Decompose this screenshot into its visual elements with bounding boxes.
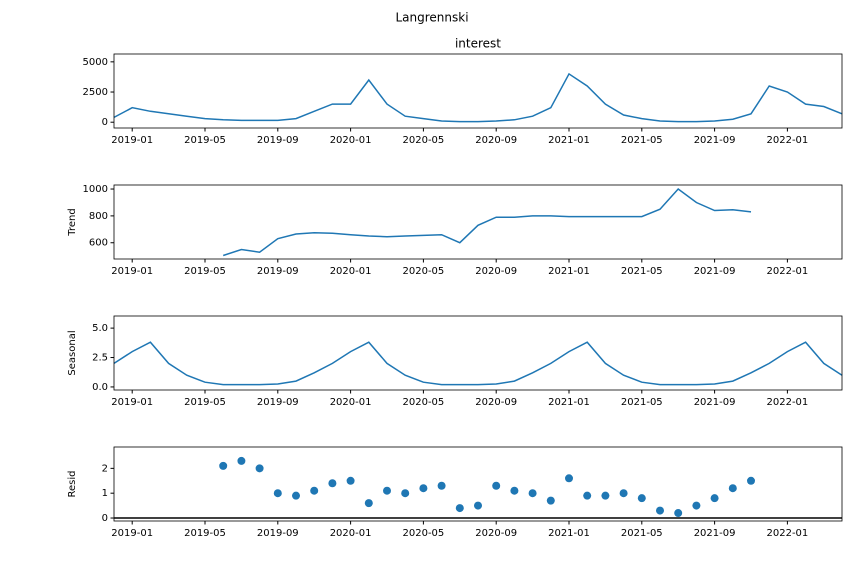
- y-tick-label: 2.5: [92, 353, 108, 364]
- resid-point: [219, 461, 228, 470]
- resid-point: [292, 491, 300, 500]
- x-tick-label: 2021-05: [621, 397, 663, 408]
- x-tick-label: 2020-09: [475, 266, 517, 277]
- x-tick-label: 2022-01: [767, 528, 809, 539]
- resid-point: [747, 476, 755, 485]
- x-tick-label: 2020-01: [330, 135, 372, 146]
- resid-point: [401, 489, 410, 498]
- x-tick-label: 2021-09: [694, 266, 736, 277]
- resid-point: [437, 481, 446, 490]
- resid-point: [728, 484, 737, 493]
- y-axis-label: Resid: [67, 471, 78, 498]
- y-tick-label: 1000: [83, 184, 108, 195]
- x-tick-label: 2020-09: [475, 528, 517, 539]
- resid-point: [692, 501, 701, 510]
- x-tick-label: 2020-01: [330, 266, 372, 277]
- y-tick-label: 0: [102, 513, 108, 524]
- y-tick-label: 2500: [83, 87, 108, 98]
- resid-point: [310, 486, 319, 495]
- axes-frame: [113, 184, 843, 260]
- resid-point: [619, 489, 628, 498]
- x-tick-label: 2020-05: [403, 528, 445, 539]
- y-tick-label: 0.0: [92, 382, 108, 393]
- x-tick-label: 2021-09: [694, 397, 736, 408]
- x-tick-label: 2019-05: [184, 397, 226, 408]
- series-line: [113, 72, 843, 123]
- axes-frame: [113, 446, 843, 522]
- x-tick-label: 2021-05: [621, 135, 663, 146]
- y-tick-label: 5.0: [92, 323, 108, 334]
- resid-point: [237, 456, 246, 465]
- x-tick-label: 2019-01: [111, 528, 153, 539]
- x-tick-label: 2019-01: [111, 266, 153, 277]
- y-tick-label: 2: [102, 463, 108, 474]
- resid-point: [346, 476, 355, 485]
- x-tick-label: 2019-01: [111, 135, 153, 146]
- axes-frame: [113, 53, 843, 129]
- x-tick-label: 2020-01: [330, 528, 372, 539]
- resid-point: [455, 504, 464, 513]
- resid-point: [528, 489, 537, 498]
- x-tick-label: 2020-05: [403, 266, 445, 277]
- y-tick-label: 0: [102, 117, 108, 128]
- y-tick-label: 600: [89, 238, 108, 249]
- resid-point: [510, 486, 519, 495]
- x-tick-label: 2022-01: [767, 135, 809, 146]
- x-tick-label: 2021-05: [621, 528, 663, 539]
- series-line: [222, 187, 752, 257]
- x-tick-label: 2020-05: [403, 135, 445, 146]
- x-tick-label: 2019-09: [257, 266, 299, 277]
- x-tick-label: 2022-01: [767, 266, 809, 277]
- x-tick-label: 2019-05: [184, 266, 226, 277]
- resid-point: [565, 474, 573, 483]
- x-tick-label: 2020-09: [475, 397, 517, 408]
- x-tick-label: 2021-09: [694, 528, 736, 539]
- resid-point: [492, 481, 501, 490]
- x-tick-label: 2022-01: [767, 397, 809, 408]
- x-tick-label: 2019-05: [184, 528, 226, 539]
- resid-point: [656, 506, 664, 515]
- resid-point: [419, 484, 428, 493]
- series-line: [113, 341, 843, 386]
- resid-point: [601, 491, 610, 500]
- x-tick-label: 2020-01: [330, 397, 372, 408]
- x-tick-label: 2021-05: [621, 266, 663, 277]
- resid-point: [383, 486, 391, 495]
- x-tick-label: 2021-09: [694, 135, 736, 146]
- resid-point: [255, 464, 264, 473]
- y-axis-label: Trend: [67, 208, 78, 236]
- y-tick-label: 800: [89, 211, 108, 222]
- resid-point: [674, 509, 683, 518]
- resid-point: [583, 491, 592, 500]
- x-tick-label: 2019-09: [257, 528, 299, 539]
- resid-point: [474, 501, 482, 510]
- x-tick-label: 2019-01: [111, 397, 153, 408]
- y-axis-label: Seasonal: [67, 330, 78, 375]
- x-tick-label: 2019-05: [184, 135, 226, 146]
- x-tick-label: 2020-09: [475, 135, 517, 146]
- resid-point: [364, 499, 373, 508]
- figure-title: Langrennski: [395, 11, 468, 25]
- x-tick-label: 2021-01: [548, 397, 590, 408]
- axes-frame: [113, 315, 843, 391]
- x-tick-label: 2021-01: [548, 528, 590, 539]
- x-tick-label: 2019-09: [257, 397, 299, 408]
- axes-title: interest: [455, 37, 501, 51]
- resid-point: [273, 489, 282, 498]
- y-tick-label: 5000: [83, 57, 108, 68]
- resid-point: [546, 496, 555, 505]
- resid-point: [710, 494, 719, 503]
- resid-point: [637, 494, 646, 503]
- x-tick-label: 2020-05: [403, 397, 445, 408]
- resid-point: [328, 479, 337, 488]
- x-tick-label: 2021-01: [548, 135, 590, 146]
- x-tick-label: 2019-09: [257, 135, 299, 146]
- x-tick-label: 2021-01: [548, 266, 590, 277]
- y-tick-label: 1: [102, 488, 108, 499]
